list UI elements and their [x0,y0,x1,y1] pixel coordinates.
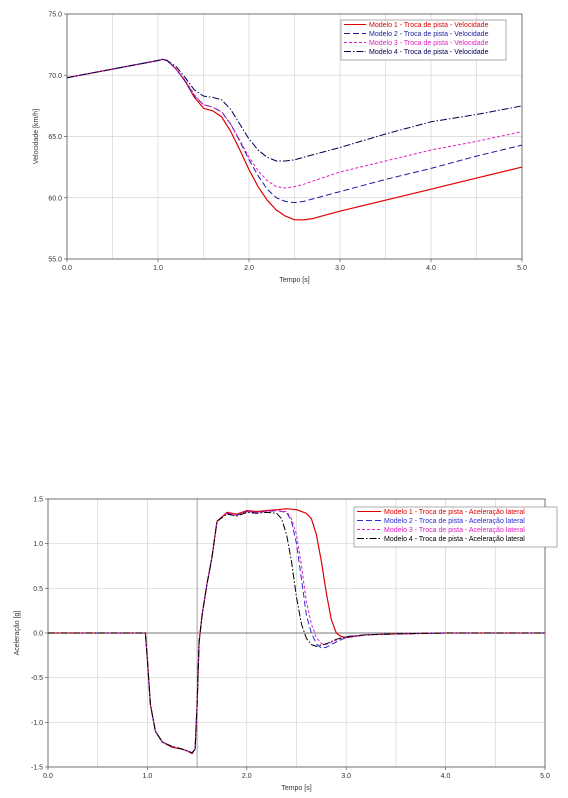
legend-label-modelo-2: Modelo 2 - Troca de pista - Velocidade [369,31,489,38]
y-tick-label: -1.0 [31,720,43,727]
x-tick-label: 4.0 [426,265,436,272]
y-tick-label: -0.5 [31,675,43,682]
legend-label-modelo-3: Modelo 3 - Troca de pista - Velocidade [369,40,489,47]
legend-label-modelo-1: Modelo 1 - Troca de pista - Aceleração l… [384,509,525,516]
y-tick-label: 70.0 [48,73,62,80]
y-tick-label: -1.5 [31,765,43,772]
y-tick-label: 1.0 [33,541,43,548]
x-axis-label: Tempo [s] [281,785,311,792]
series-line-modelo-1 [48,508,545,755]
legend [353,506,558,548]
legend-label-modelo-4: Modelo 4 - Troca de pista - Velocidade [369,49,489,56]
y-axis-label: Aceleração [g] [14,611,21,656]
x-tick-label: 0.0 [62,265,72,272]
x-tick-label: 4.0 [441,773,451,780]
legend-label-modelo-2: Modelo 2 - Troca de pista - Aceleração l… [384,518,525,525]
y-axis-label: Velocidade [km/h] [33,109,40,164]
x-tick-label: 1.0 [153,265,163,272]
x-axis-label: Tempo [s] [279,277,309,284]
series-line-modelo-4 [66,58,523,162]
series-line-modelo-3 [66,58,523,189]
y-tick-label: 55.0 [48,257,62,264]
y-tick-label: 0.0 [33,631,43,638]
legend [340,19,507,61]
x-tick-label: 5.0 [540,773,550,780]
y-tick-label: 75.0 [48,12,62,19]
chart-1: 0.0 1.0 2.0 3.0 4.0 5.0 55.0 60.0 65.0 70.0 75.0 Te… [33,12,527,285]
x-tick-label: 1.0 [143,773,153,780]
x-tick-label: 3.0 [341,773,351,780]
y-tick-label: 1.5 [33,497,43,504]
series-line-modelo-4 [48,511,545,754]
x-tick-label: 2.0 [244,265,254,272]
chart-2: 0.0 1.0 2.0 3.0 4.0 5.0 -1.5 -1.0 -0.5 0.0 0.5 1.0 1… [14,497,558,792]
x-tick-label: 2.0 [242,773,252,780]
x-tick-label: 5.0 [517,265,527,272]
legend-label-modelo-3: Modelo 3 - Troca de pista - Aceleração l… [384,527,525,534]
x-tick-label: 0.0 [43,773,53,780]
y-tick-label: 0.5 [33,586,43,593]
y-tick-label: 60.0 [48,195,62,202]
x-tick-label: 3.0 [335,265,345,272]
y-tick-label: 65.0 [48,134,62,141]
legend-label-modelo-1: Modelo 1 - Troca de pista - Velocidade [369,22,489,29]
legend-label-modelo-4: Modelo 4 - Troca de pista - Aceleração l… [384,536,525,543]
